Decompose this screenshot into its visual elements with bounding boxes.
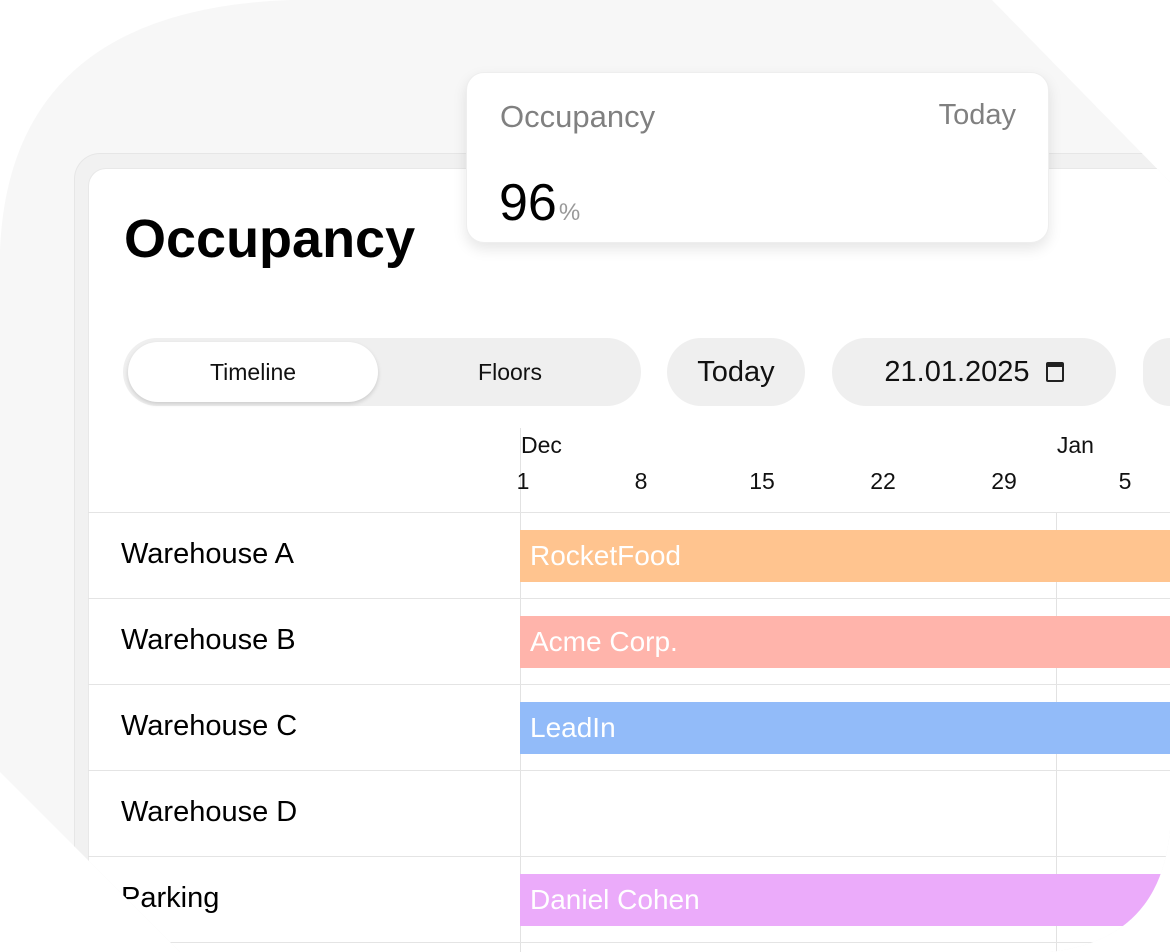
booking-bar[interactable]: LeadIn — [520, 702, 1170, 754]
timeline-start-line — [520, 428, 521, 952]
summary-label: Occupancy — [500, 99, 656, 134]
header-divider — [88, 512, 1170, 513]
month-label: Jan — [1056, 432, 1094, 458]
day-tick-label: 29 — [991, 468, 1017, 494]
row-label: Warehouse B — [121, 624, 296, 656]
date-value: 21.01.2025 — [884, 355, 1030, 388]
booking-bar[interactable]: Acme Corp. — [520, 616, 1170, 668]
booking-bar[interactable]: Daniel Cohen — [520, 874, 1170, 926]
occupancy-summary-card: Occupancy Today 96% — [466, 72, 1049, 243]
day-tick-label: 22 — [870, 468, 896, 494]
today-button[interactable]: Today — [667, 338, 805, 406]
day-tick-label: 15 — [749, 468, 775, 494]
row-divider — [88, 598, 1170, 599]
summary-value: 96% — [499, 173, 580, 233]
row-label: Parking — [121, 882, 220, 914]
row-label: Warehouse C — [121, 710, 298, 742]
row-divider — [88, 942, 1170, 943]
row-label: Warehouse A — [121, 538, 295, 570]
tab-floors[interactable]: Floors — [478, 358, 542, 385]
row-divider — [88, 770, 1170, 771]
day-tick-label: 8 — [634, 468, 648, 494]
view-switcher: Timeline Floors — [123, 338, 641, 406]
occupancy-unit: % — [558, 199, 581, 226]
summary-period: Today — [938, 99, 1016, 131]
row-label: Warehouse D — [121, 796, 298, 828]
day-tick-label: 5 — [1118, 468, 1132, 494]
date-input[interactable]: 21.01.2025 — [832, 338, 1116, 406]
booking-bar[interactable]: RocketFood — [520, 530, 1170, 582]
more-button[interactable] — [1143, 338, 1170, 406]
calendar-icon[interactable] — [1046, 362, 1064, 382]
row-divider — [88, 856, 1170, 857]
row-divider — [88, 684, 1170, 685]
month-label: Dec — [521, 432, 562, 458]
page-title: Occupancy — [124, 209, 416, 269]
day-tick-label: 1 — [516, 468, 530, 494]
occupancy-value: 96 — [499, 174, 557, 232]
tab-timeline[interactable]: Timeline — [128, 342, 378, 402]
